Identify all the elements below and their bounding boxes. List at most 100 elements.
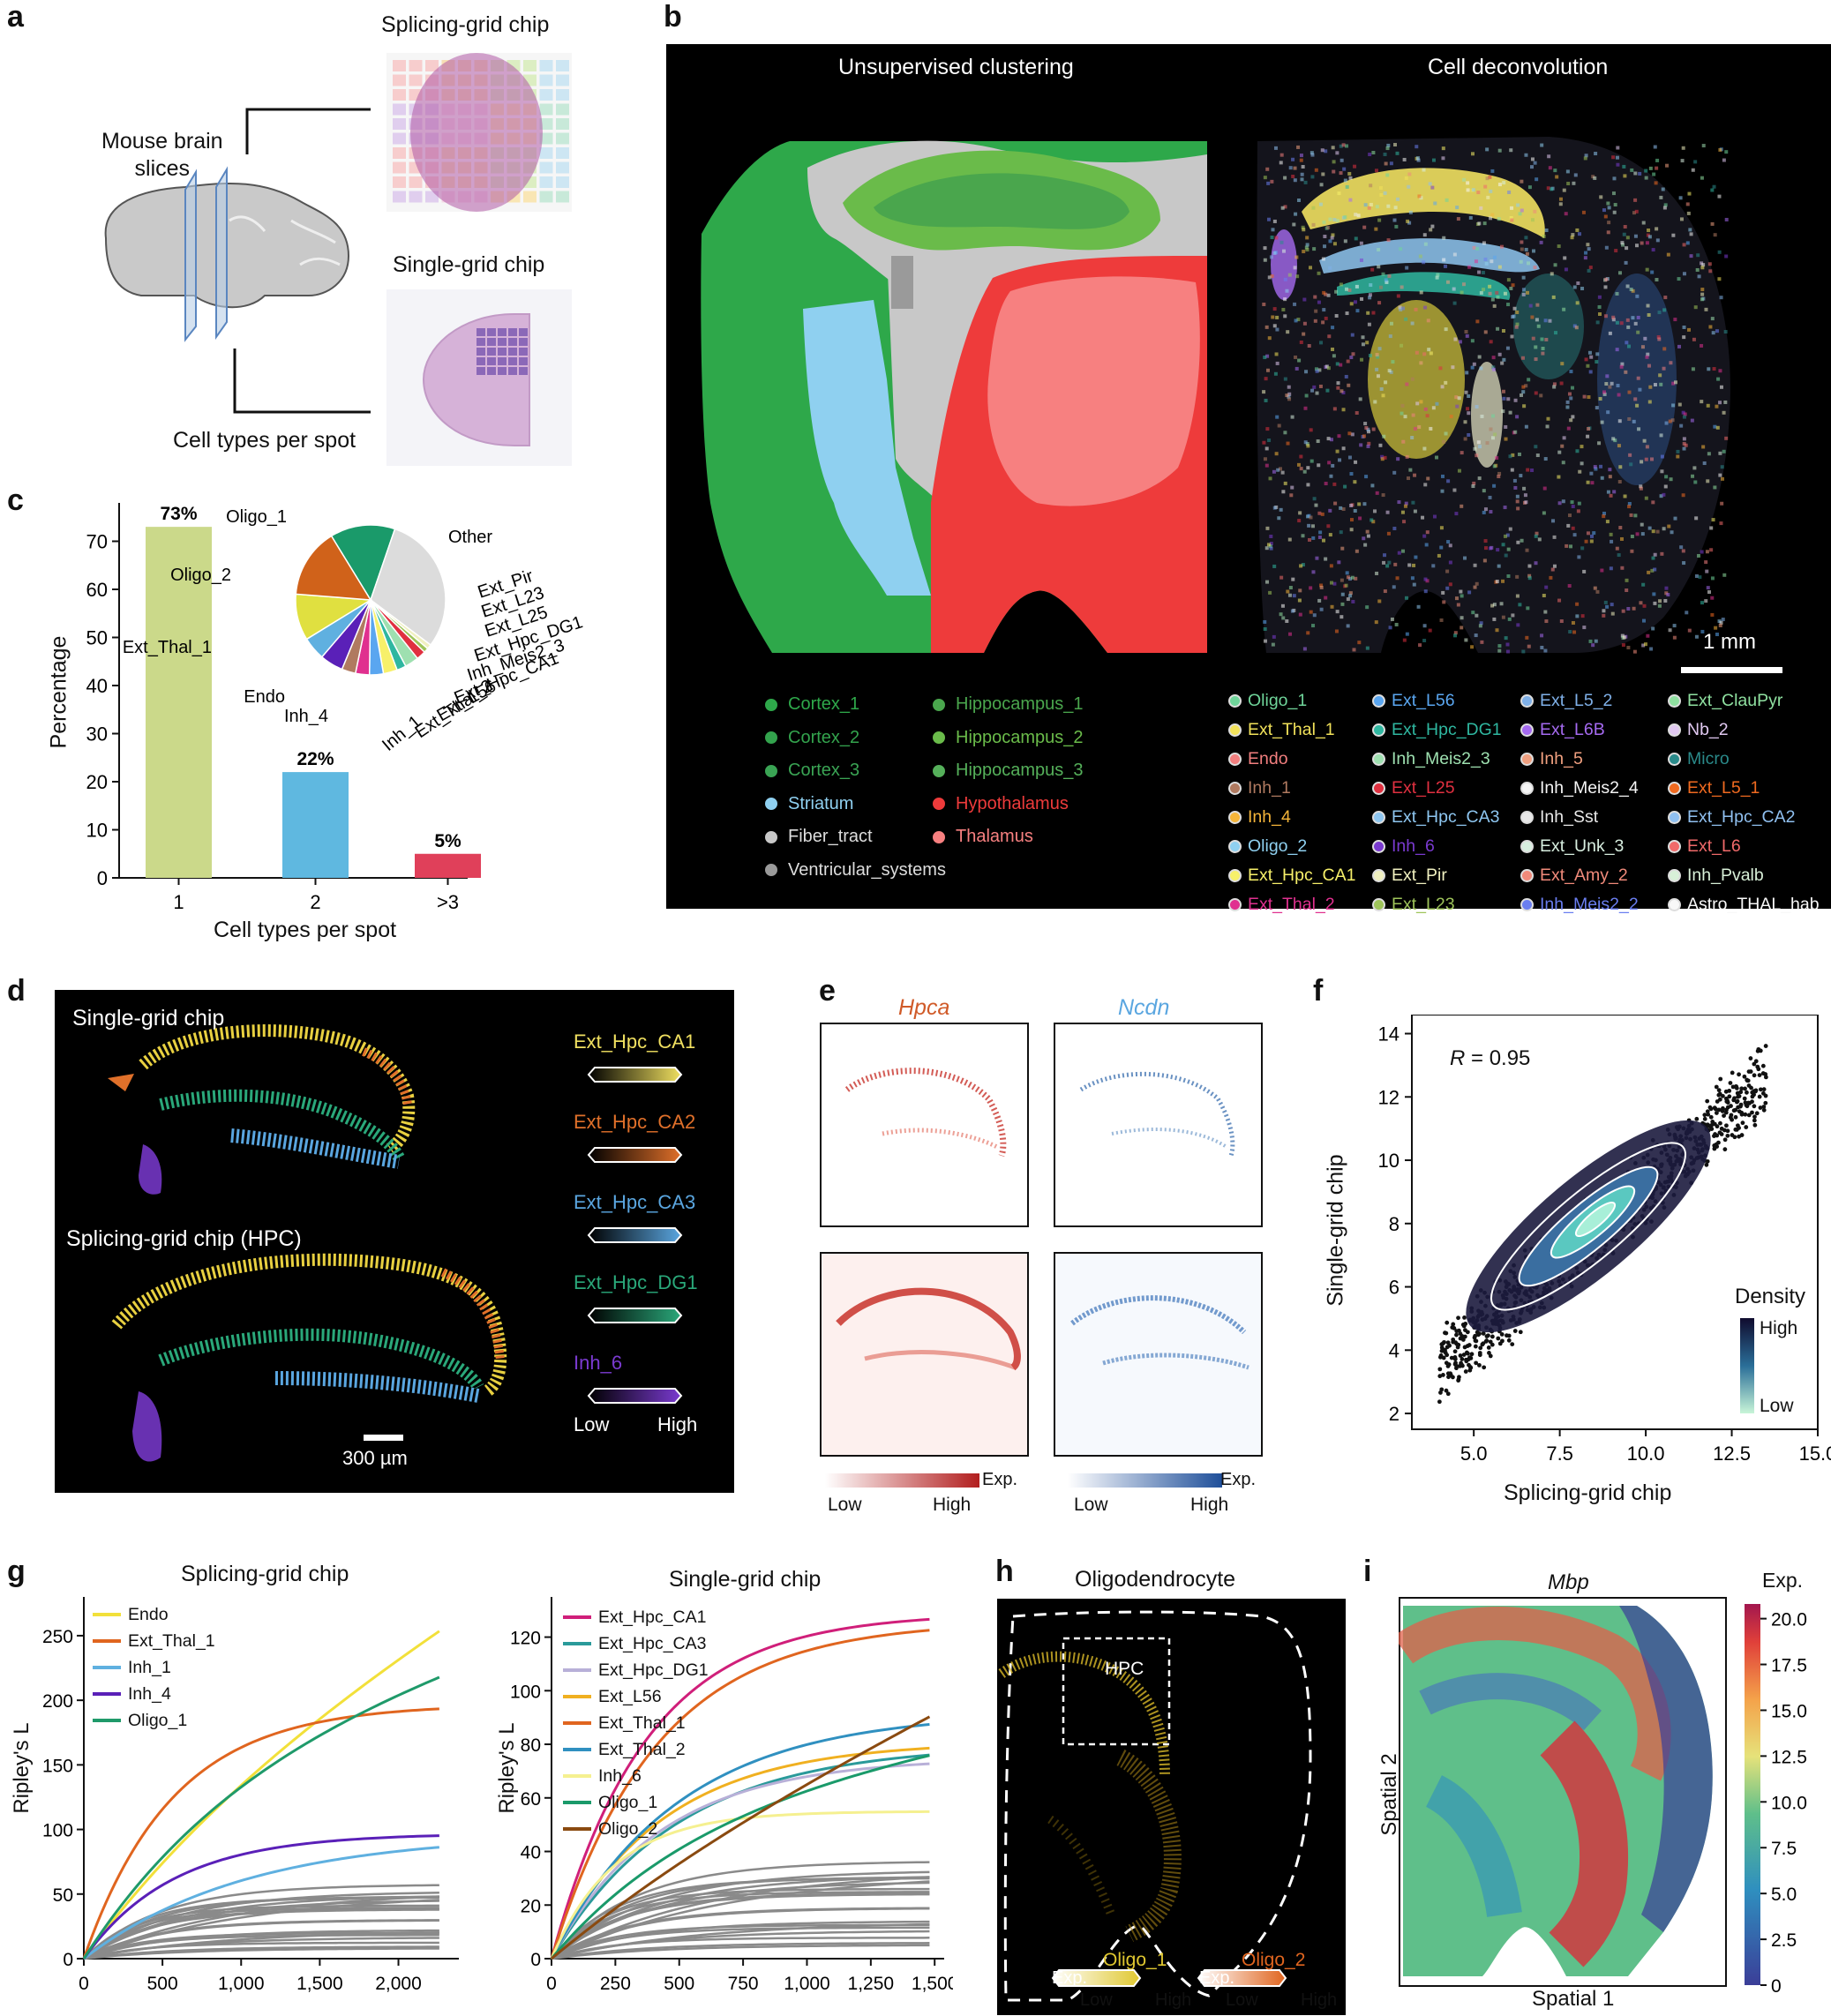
deconvolution-speck — [1562, 188, 1566, 192]
deconvolution-speck — [1378, 285, 1383, 289]
deconvolution-speck — [1362, 434, 1366, 438]
deconvolution-speck — [1347, 577, 1352, 581]
g-legend-label: Ext_Thal_2 — [598, 1740, 686, 1759]
g-series-line — [83, 1846, 440, 1960]
c-x-tick-label: >3 — [437, 891, 459, 913]
deconvolution-speck — [1656, 334, 1661, 339]
deconvolution-speck — [1594, 467, 1598, 471]
deconvolution-speck — [1567, 584, 1572, 588]
c-bar — [146, 527, 212, 878]
deconvolution-speck — [1707, 262, 1712, 266]
f-scatter-point — [1739, 1133, 1745, 1137]
deconvolution-speck — [1682, 437, 1686, 441]
legend-line-icon — [93, 1613, 121, 1616]
h-brain-outline — [1003, 1610, 1312, 2002]
f-scatter-point — [1452, 1349, 1458, 1354]
deconvolution-speck — [1608, 468, 1612, 472]
deconvolution-speck — [1400, 411, 1404, 416]
deconvolution-speck — [1482, 221, 1487, 226]
scalebar-b — [1681, 667, 1782, 673]
deconvolution-speck — [1341, 408, 1346, 412]
g-legend-item: Ext_Thal_1 — [93, 1628, 215, 1654]
e-low-label-2: Low — [1074, 1495, 1108, 1515]
deconvolution-speck — [1693, 305, 1698, 310]
deconvolution-speck — [1551, 519, 1556, 523]
deconvolution-speck — [1709, 548, 1714, 552]
cell-legend-label: Inh_6 — [1392, 836, 1435, 856]
deconvolution-speck — [1322, 220, 1326, 224]
deconvolution-speck — [1479, 621, 1483, 626]
deconvolution-speck — [1274, 352, 1279, 356]
g-y-tick-label: 40 — [521, 1843, 541, 1863]
deconvolution-speck — [1651, 248, 1655, 252]
deconvolution-speck — [1633, 513, 1638, 518]
deconvolution-speck — [1602, 511, 1607, 515]
deconvolution-speck — [1272, 469, 1276, 474]
single-grid-label: Single-grid chip — [72, 1006, 225, 1030]
single-grid-cell — [487, 338, 496, 346]
deconvolution-speck — [1432, 514, 1437, 519]
g-legend-label: Inh_6 — [598, 1766, 642, 1786]
deconvolution-speck — [1527, 261, 1531, 266]
deconvolution-speck — [1291, 174, 1295, 178]
splicing-grid-cell — [539, 191, 553, 203]
deconvolution-speck — [1367, 441, 1371, 446]
deconvolution-speck — [1320, 512, 1324, 516]
deconvolution-speck — [1400, 285, 1404, 289]
deconvolution-speck — [1279, 612, 1283, 617]
splicing-grid-cell — [409, 176, 423, 188]
deconvolution-speck — [1279, 507, 1283, 512]
deconvolution-speck — [1441, 146, 1445, 151]
cell-legend-label: Astro_THAL_hab — [1687, 895, 1820, 914]
d-legend-label: Ext_Hpc_DG1 — [574, 1271, 698, 1293]
f-scatter-point — [1724, 1123, 1729, 1128]
deconvolution-speck — [1272, 307, 1277, 311]
deconvolution-speck — [1427, 348, 1431, 352]
deconvolution-speck — [1373, 400, 1377, 404]
single-grid-hpc-map — [108, 1024, 416, 1195]
deconvolution-speck — [1609, 493, 1613, 498]
g-x-tick-label: 0 — [79, 1974, 89, 1994]
g-x-tick-label: 1,000 — [784, 1974, 830, 1994]
deconvolution-speck — [1609, 566, 1613, 571]
deconvolution-speck — [1677, 344, 1681, 348]
deconvolution-speck — [1272, 564, 1277, 568]
deconvolution-speck — [1346, 597, 1350, 602]
g-legend-item: Ext_L56 — [563, 1683, 709, 1710]
deconvolution-speck — [1492, 617, 1497, 621]
single-grid-cell — [519, 328, 528, 336]
f-scatter-point — [1482, 1365, 1487, 1370]
deconvolution-speck — [1407, 221, 1412, 225]
deconvolution-speck — [1571, 233, 1575, 237]
deconvolution-speck — [1413, 426, 1417, 431]
deconvolution-speck — [1279, 161, 1283, 165]
deconvolution-speck — [1295, 274, 1300, 279]
f-x-tick-label: 7.5 — [1546, 1443, 1573, 1465]
cell-legend-item: Inh_4 — [1228, 803, 1355, 832]
legend-dot-icon — [1668, 782, 1681, 795]
deconvolution-speck — [1433, 201, 1437, 206]
deconvolution-speck — [1349, 356, 1354, 360]
deconvolution-speck — [1692, 337, 1696, 341]
deconvolution-speck — [1490, 603, 1495, 608]
deconvolution-speck — [1349, 472, 1354, 476]
deconvolution-speck — [1506, 397, 1511, 401]
deconvolution-speck — [1263, 457, 1267, 461]
deconvolution-speck — [1483, 330, 1488, 334]
f-scatter-point — [1733, 1114, 1738, 1120]
deconvolution-speck — [1292, 222, 1296, 227]
deconvolution-speck — [1693, 160, 1698, 164]
deconvolution-speck — [1521, 649, 1526, 654]
deconvolution-speck — [1358, 516, 1362, 521]
deconvolution-speck — [1662, 366, 1666, 371]
deconvolution-speck — [1681, 146, 1685, 150]
deconvolution-speck — [1497, 183, 1502, 187]
deconvolution-speck — [1557, 450, 1562, 454]
deconvolution-speck — [1445, 586, 1450, 590]
deconvolution-speck — [1478, 624, 1482, 628]
deconvolution-speck — [1423, 407, 1428, 411]
deconvolution-speck — [1273, 146, 1278, 150]
deconvolution-speck — [1662, 308, 1667, 312]
f-scatter-point — [1441, 1373, 1445, 1377]
deconvolution-speck — [1719, 385, 1723, 389]
